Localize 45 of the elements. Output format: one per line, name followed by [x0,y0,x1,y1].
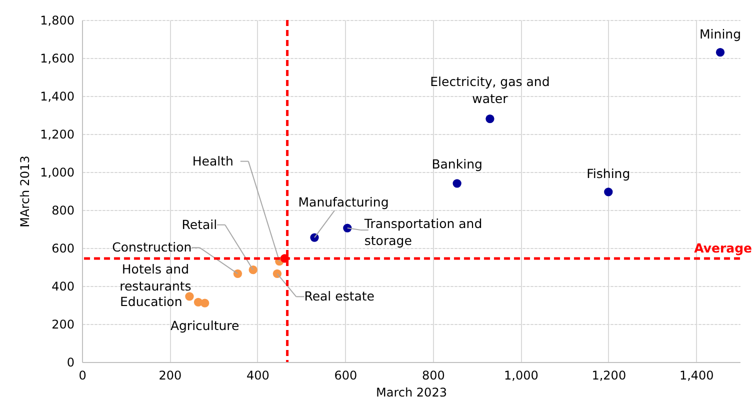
y-tick-label: 1,400 [40,90,74,104]
y-axis-title: MArch 2013 [18,156,32,228]
y-tick-label: 800 [52,204,74,218]
annotation: Banking [432,156,482,172]
point [716,48,725,57]
point [604,188,613,196]
annotation: Agriculture [170,318,240,334]
x-tick-label: 1,200 [592,368,626,382]
x-tick-label: 0 [78,368,86,382]
y-tick-label: 0 [66,356,74,370]
x-tick-label: 800 [422,368,445,382]
x-tick-label: 1,000 [504,368,538,382]
annotation: Transportation and storage [363,216,482,248]
annotation: Mining [700,26,742,42]
y-tick-label: 200 [52,318,74,332]
x-tick-label: 600 [334,368,358,382]
y-tick-label: 1,200 [40,128,74,142]
ref-line-label: Average [694,240,752,256]
point [248,266,258,274]
x-axis-title: March 2023 [376,386,447,400]
point [185,292,194,301]
y-tick-label: 1,000 [40,166,74,180]
annotation: Education [120,294,182,310]
annotation: Retail [182,216,218,232]
annotation: Real estate [304,288,375,304]
point [486,114,494,124]
annotation: Manufacturing [298,194,389,210]
annotation: Health [192,153,234,168]
point [343,224,352,232]
x-tick-label: 200 [158,368,182,382]
y-tick-label: 1,600 [40,52,74,66]
point [200,298,210,308]
point [272,269,282,278]
y-tick-label: 600 [52,242,74,256]
point [452,179,462,188]
x-tick-label: 400 [246,368,270,382]
x-tick-label: 1,400 [679,368,714,382]
y-tick-label: 400 [52,280,74,294]
y-tick-label: 1,800 [40,14,74,28]
annotation: Electricity, gas and water [430,74,550,106]
point [310,233,319,242]
point [233,269,242,278]
annotation: Fishing [586,166,630,181]
annotation: Hotels and restaurants [120,261,192,294]
annotation: Construction [112,240,192,255]
